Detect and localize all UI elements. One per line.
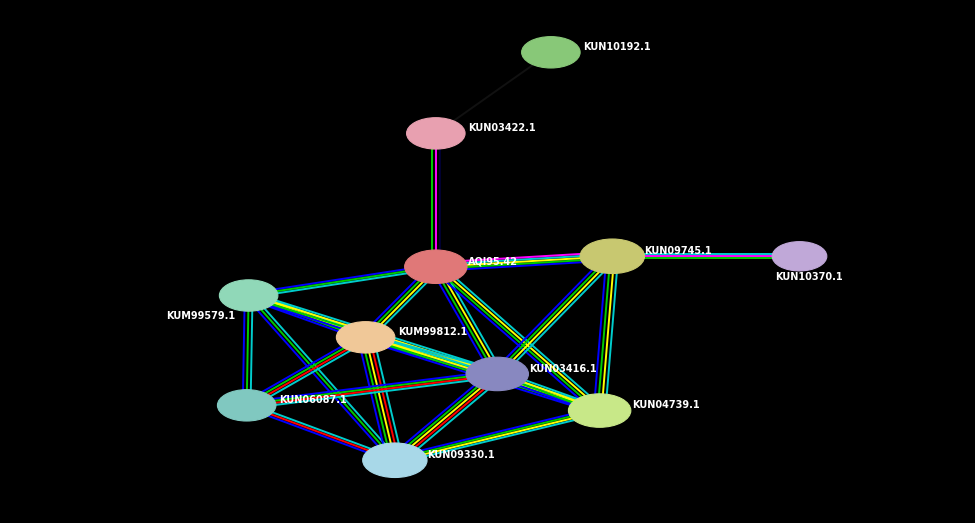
Circle shape: [772, 242, 827, 271]
Circle shape: [580, 239, 644, 274]
Circle shape: [568, 394, 631, 427]
Text: KUN06087.1: KUN06087.1: [279, 395, 346, 405]
Circle shape: [522, 37, 580, 68]
Text: KUN04739.1: KUN04739.1: [632, 400, 699, 411]
Text: AQI95.42: AQI95.42: [468, 256, 518, 267]
Circle shape: [405, 250, 467, 283]
Text: KUN10370.1: KUN10370.1: [775, 272, 842, 282]
Text: KUN09745.1: KUN09745.1: [644, 246, 712, 256]
Circle shape: [217, 390, 276, 421]
Text: KUN09330.1: KUN09330.1: [427, 450, 494, 460]
Circle shape: [363, 443, 427, 477]
Text: KUN10192.1: KUN10192.1: [583, 42, 650, 52]
Text: KUN03422.1: KUN03422.1: [468, 123, 535, 133]
Text: KUM99579.1: KUM99579.1: [166, 311, 235, 322]
Circle shape: [336, 322, 395, 353]
Text: KUN03416.1: KUN03416.1: [529, 363, 597, 374]
Circle shape: [407, 118, 465, 149]
Circle shape: [466, 357, 528, 391]
Text: KUM99812.1: KUM99812.1: [398, 327, 467, 337]
Circle shape: [219, 280, 278, 311]
